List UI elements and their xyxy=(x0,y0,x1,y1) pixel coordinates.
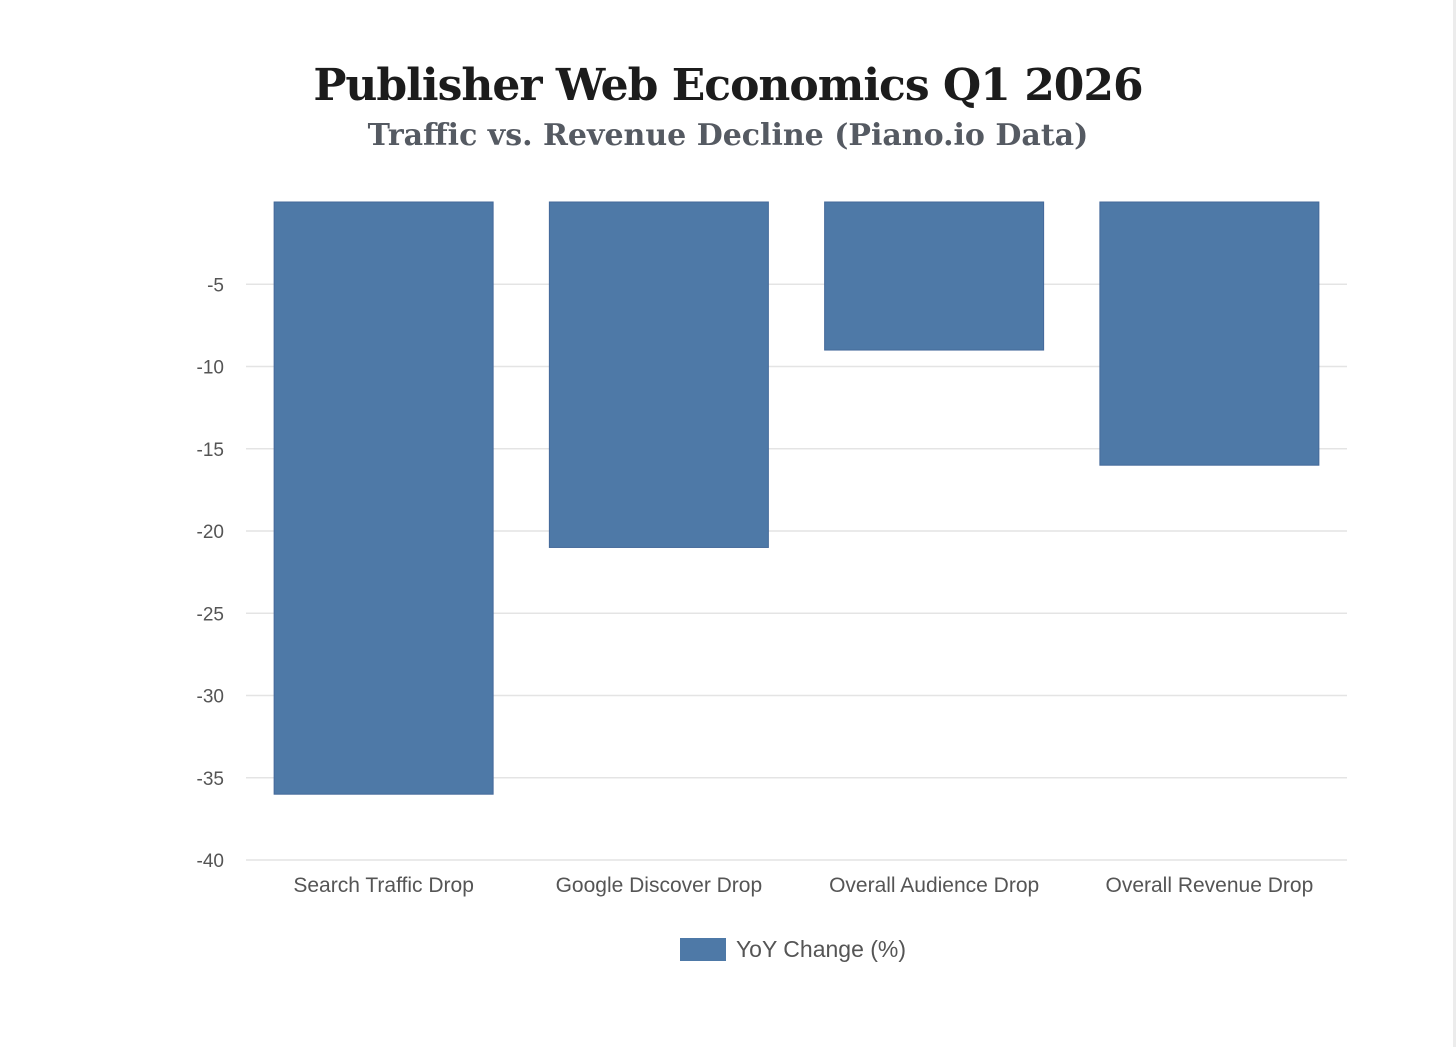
y-tick-label: -40 xyxy=(197,851,224,872)
chart-subtitle: Traffic vs. Revenue Decline (Piano.io Da… xyxy=(367,118,1089,153)
y-tick-label: -10 xyxy=(197,358,224,379)
bar[interactable] xyxy=(273,201,494,795)
legend-swatch xyxy=(679,938,726,961)
x-category-label: Search Traffic Drop xyxy=(293,874,474,897)
y-tick-label: -30 xyxy=(197,687,224,708)
legend: YoY Change (%) xyxy=(0,936,1456,963)
x-category-label: Overall Audience Drop xyxy=(829,874,1039,897)
y-tick-label: -20 xyxy=(197,522,224,543)
y-tick-label: -5 xyxy=(207,275,224,296)
bar[interactable] xyxy=(548,201,769,548)
x-axis-categories: Search Traffic Drop Google Discover Drop O… xyxy=(293,874,1313,897)
legend-item[interactable]: YoY Change (%) xyxy=(679,936,907,963)
y-tick-label: -25 xyxy=(197,604,224,625)
bar[interactable] xyxy=(824,201,1045,351)
chart-title: Publisher Web Economics Q1 2026 xyxy=(313,60,1143,111)
legend-label: YoY Change (%) xyxy=(735,936,907,962)
y-tick-label: -35 xyxy=(197,769,224,790)
x-category-label: Google Discover Drop xyxy=(556,874,763,897)
y-tick-label: -15 xyxy=(197,440,224,461)
page-edge xyxy=(1453,0,1456,1047)
x-category-label: Overall Revenue Drop xyxy=(1105,874,1313,897)
y-axis-ticks: -5 -10 -15 -20 -25 -30 -35 -40 xyxy=(197,275,224,872)
bars xyxy=(273,201,1320,795)
bar[interactable] xyxy=(1099,201,1320,466)
